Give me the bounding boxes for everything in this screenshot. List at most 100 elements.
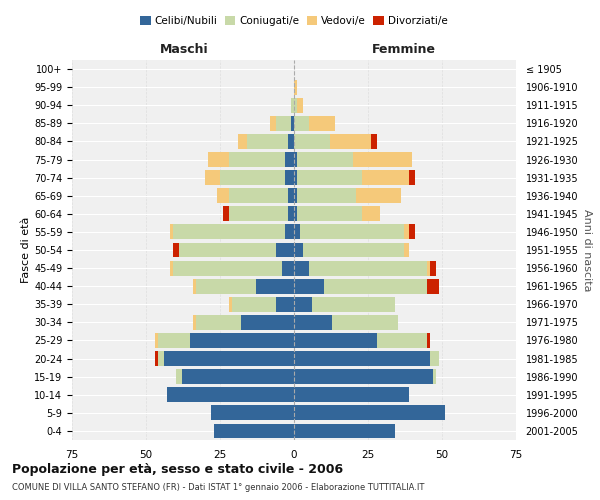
Bar [430,351,439,366]
Bar [427,260,430,276]
Bar [173,242,179,258]
Bar [356,188,401,203]
Bar [229,188,288,203]
Bar [217,188,229,203]
Bar [241,315,294,330]
Bar [323,279,427,293]
Bar [288,188,294,203]
Bar [164,351,294,366]
Bar [294,98,297,112]
Y-axis label: Anni di nascita: Anni di nascita [583,209,592,291]
Bar [297,170,362,185]
Bar [282,260,294,276]
Bar [211,406,294,420]
Bar [309,260,427,276]
Bar [433,369,436,384]
Bar [294,279,323,293]
Bar [297,152,353,167]
Bar [294,134,329,149]
Text: Femmine: Femmine [371,44,436,57]
Bar [276,116,291,131]
Bar [285,152,294,167]
Bar [294,424,395,438]
Bar [214,424,294,438]
Bar [173,224,285,240]
Bar [329,134,371,149]
Bar [205,170,220,185]
Bar [294,152,297,167]
Bar [409,170,415,185]
Bar [155,333,158,348]
Bar [196,279,256,293]
Bar [294,206,297,221]
Bar [303,242,404,258]
Bar [294,242,303,258]
Bar [229,152,285,167]
Bar [229,206,288,221]
Bar [353,152,412,167]
Bar [223,206,229,221]
Bar [182,369,294,384]
Bar [294,170,297,185]
Bar [291,116,294,131]
Bar [232,297,276,312]
Bar [430,260,436,276]
Bar [362,170,409,185]
Bar [377,333,427,348]
Bar [193,315,196,330]
Bar [409,224,415,240]
Bar [196,315,241,330]
Bar [297,206,362,221]
Bar [404,242,409,258]
Bar [294,315,332,330]
Bar [285,170,294,185]
Bar [167,388,294,402]
Bar [300,224,404,240]
Bar [371,134,377,149]
Bar [176,369,182,384]
Bar [332,315,398,330]
Bar [297,98,303,112]
Bar [288,206,294,221]
Bar [291,98,294,112]
Bar [294,369,433,384]
Bar [297,188,356,203]
Bar [173,260,282,276]
Bar [294,406,445,420]
Text: Maschi: Maschi [160,44,209,57]
Bar [294,224,300,240]
Bar [294,188,297,203]
Bar [294,388,409,402]
Bar [294,297,312,312]
Y-axis label: Fasce di età: Fasce di età [21,217,31,283]
Bar [229,297,232,312]
Text: COMUNE DI VILLA SANTO STEFANO (FR) - Dati ISTAT 1° gennaio 2006 - Elaborazione T: COMUNE DI VILLA SANTO STEFANO (FR) - Dat… [12,484,424,492]
Bar [179,242,276,258]
Legend: Celibi/Nubili, Coniugati/e, Vedovi/e, Divorziati/e: Celibi/Nubili, Coniugati/e, Vedovi/e, Di… [136,12,452,30]
Bar [427,333,430,348]
Bar [208,152,229,167]
Bar [362,206,380,221]
Text: Popolazione per età, sesso e stato civile - 2006: Popolazione per età, sesso e stato civil… [12,462,343,475]
Bar [155,351,158,366]
Bar [404,224,409,240]
Bar [193,279,196,293]
Bar [247,134,288,149]
Bar [285,224,294,240]
Bar [276,297,294,312]
Bar [170,224,173,240]
Bar [288,134,294,149]
Bar [158,333,190,348]
Bar [271,116,276,131]
Bar [190,333,294,348]
Bar [312,297,395,312]
Bar [220,170,285,185]
Bar [294,260,309,276]
Bar [158,351,164,366]
Bar [294,116,309,131]
Bar [294,351,430,366]
Bar [238,134,247,149]
Bar [309,116,335,131]
Bar [256,279,294,293]
Bar [294,333,377,348]
